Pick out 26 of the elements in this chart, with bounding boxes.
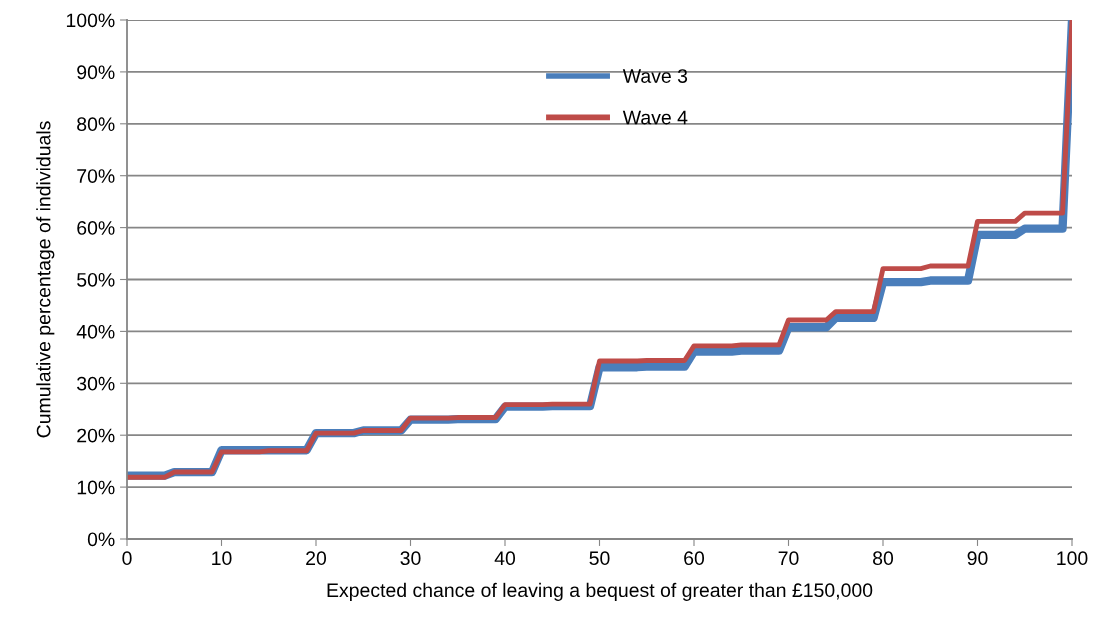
x-tick-label: 90 bbox=[967, 551, 988, 566]
x-tick-label: 60 bbox=[684, 551, 705, 566]
y-axis-title: Cumulative percentage of individuals bbox=[36, 121, 55, 438]
y-tick-label: 60% bbox=[77, 221, 115, 235]
y-tick-label: 10% bbox=[77, 480, 115, 495]
y-tick-label: 90% bbox=[77, 65, 115, 80]
x-tick-label: 70 bbox=[778, 551, 799, 566]
y-tick-label: 30% bbox=[77, 376, 115, 391]
x-tick-label: 50 bbox=[589, 551, 610, 566]
x-tick-label: 30 bbox=[400, 551, 421, 566]
y-tick-label: 80% bbox=[77, 117, 115, 132]
x-tick-label: 40 bbox=[494, 551, 516, 566]
legend-label: Wave 3 bbox=[622, 69, 688, 83]
y-tick-label: 100% bbox=[66, 13, 115, 28]
x-tick-label: 0 bbox=[122, 551, 132, 566]
x-tick-label: 100 bbox=[1057, 551, 1088, 566]
y-tick-label: 50% bbox=[77, 272, 115, 287]
legend-label: Wave 4 bbox=[622, 110, 688, 125]
x-axis-title: Expected chance of leaving a bequest of greater than £150,000 bbox=[327, 582, 873, 601]
y-tick-label: 0% bbox=[87, 532, 115, 547]
y-tick-label: 70% bbox=[77, 169, 115, 183]
x-tick-label: 20 bbox=[306, 551, 327, 566]
y-tick-label: 40% bbox=[76, 324, 115, 339]
y-tick-label: 20% bbox=[77, 428, 115, 443]
x-tick-label: 80 bbox=[873, 551, 894, 566]
x-tick-label: 10 bbox=[212, 551, 232, 566]
